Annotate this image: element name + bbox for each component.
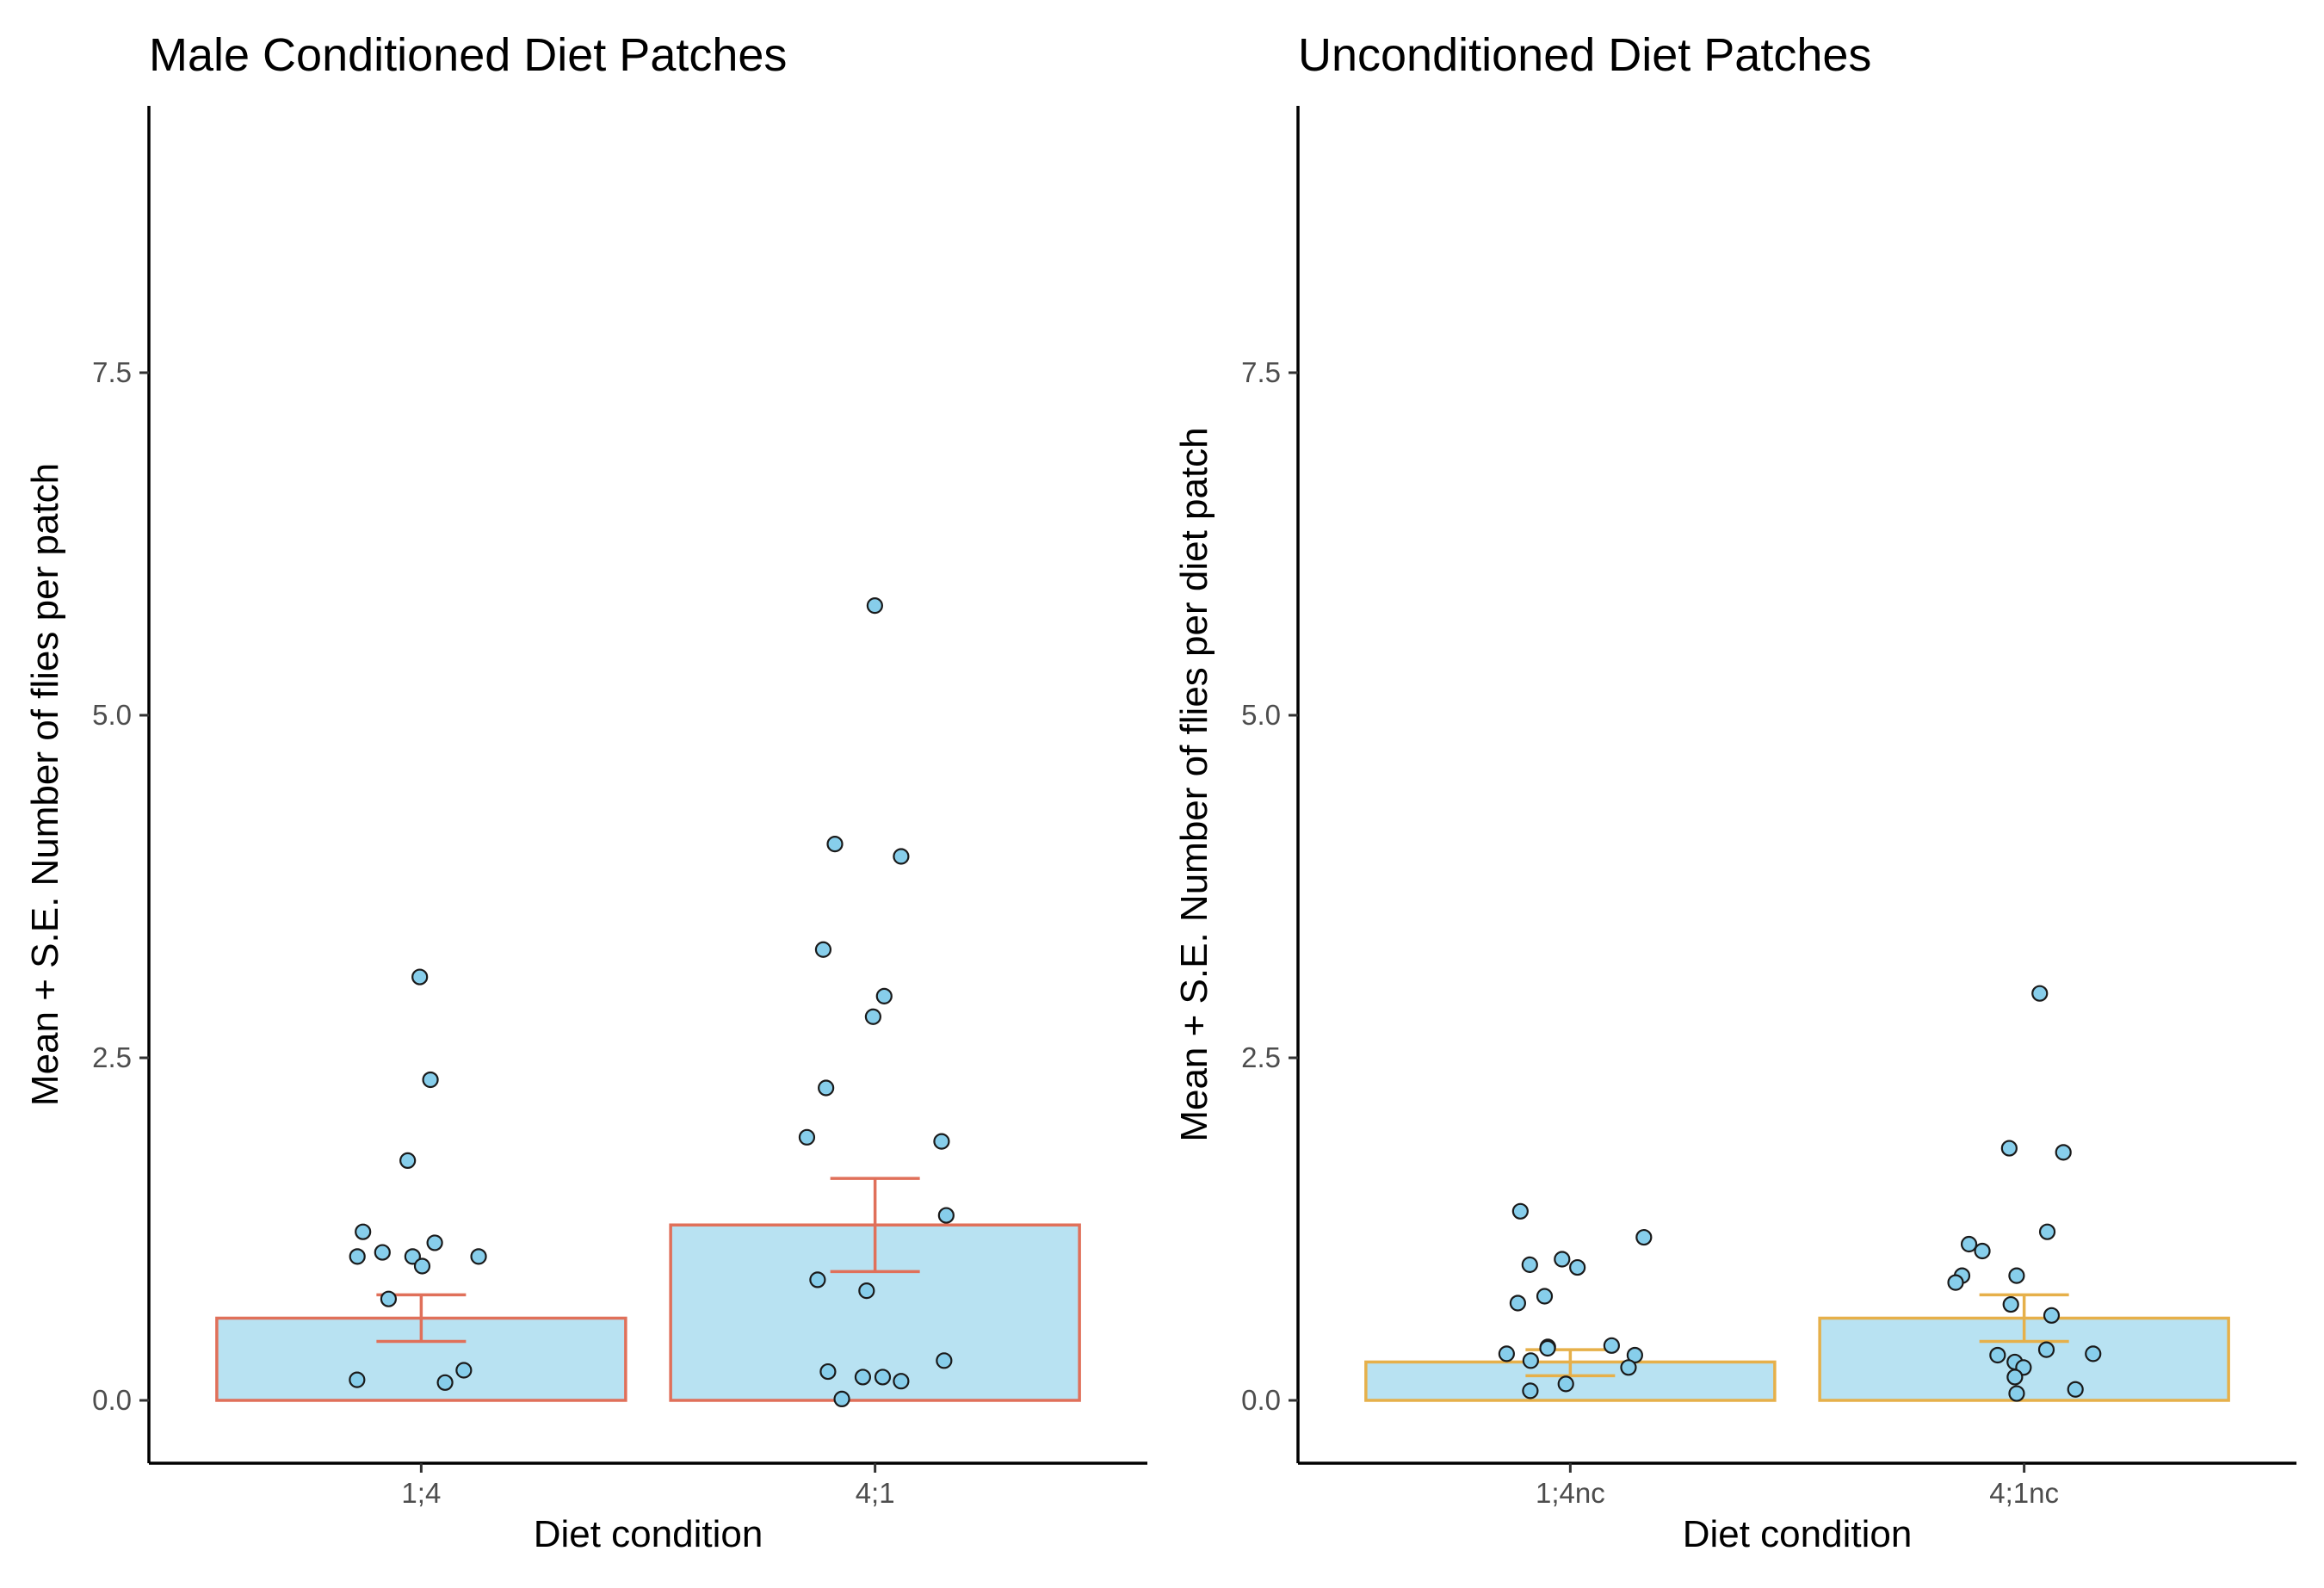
x-tick-label: 1;4nc bbox=[1536, 1477, 1605, 1509]
data-point bbox=[854, 1369, 872, 1386]
x-axis-label: Diet condition bbox=[1683, 1513, 1913, 1555]
panel-unconditioned: Unconditioned Diet Patches Mean + S.E. N… bbox=[1173, 29, 2296, 1555]
data-point bbox=[1522, 1352, 1539, 1369]
data-point bbox=[1960, 1235, 1978, 1253]
data-point bbox=[819, 1362, 837, 1381]
data-point bbox=[2008, 1385, 2025, 1402]
data-point bbox=[2008, 1267, 2025, 1284]
data-point bbox=[455, 1362, 473, 1379]
data-point bbox=[411, 968, 429, 986]
data-point bbox=[1522, 1382, 1539, 1400]
data-point bbox=[2002, 1295, 2019, 1313]
data-point bbox=[875, 987, 893, 1004]
data-point bbox=[2055, 1144, 2072, 1161]
x-tick-label: 4;1 bbox=[856, 1477, 895, 1509]
data-point bbox=[2037, 1341, 2055, 1358]
data-point bbox=[1554, 1251, 1571, 1268]
data-point bbox=[422, 1071, 439, 1089]
data-point bbox=[833, 1390, 850, 1408]
data-point bbox=[1947, 1274, 1964, 1291]
data-point bbox=[1989, 1346, 2006, 1364]
data-point bbox=[864, 1008, 881, 1025]
data-point bbox=[436, 1374, 454, 1391]
data-point bbox=[814, 941, 832, 958]
data-point bbox=[826, 836, 844, 853]
y-tick-label: 2.5 bbox=[1241, 1041, 1281, 1073]
y-tick-label: 7.5 bbox=[1241, 356, 1281, 388]
data-point bbox=[1521, 1256, 1538, 1273]
data-point bbox=[874, 1369, 892, 1386]
y-tick-label: 5.0 bbox=[1241, 699, 1281, 731]
data-point bbox=[937, 1207, 955, 1224]
data-point bbox=[1539, 1339, 1556, 1357]
data-point bbox=[858, 1282, 875, 1300]
y-tick-label: 5.0 bbox=[92, 699, 132, 731]
data-point bbox=[1974, 1242, 1991, 1260]
panel-title: Unconditioned Diet Patches bbox=[1298, 29, 1871, 81]
data-point bbox=[1498, 1345, 1515, 1362]
data-point bbox=[1603, 1337, 1620, 1354]
data-point bbox=[404, 1248, 421, 1265]
data-point bbox=[1536, 1288, 1554, 1305]
data-point bbox=[374, 1244, 391, 1261]
x-tick-label: 1;4 bbox=[401, 1477, 441, 1509]
data-point bbox=[1511, 1202, 1529, 1220]
data-point bbox=[2067, 1381, 2084, 1398]
y-axis-label: Mean + S.E. Number of flies per diet pat… bbox=[1173, 427, 1215, 1141]
panel-male-conditioned: Male Conditioned Diet Patches Mean + S.E… bbox=[24, 29, 1147, 1555]
data-point bbox=[380, 1290, 398, 1307]
data-point bbox=[413, 1257, 431, 1275]
data-point bbox=[2006, 1369, 2024, 1386]
data-point bbox=[349, 1371, 366, 1388]
data-point bbox=[1569, 1258, 1586, 1276]
y-axis-label: Mean + S.E. Number of flies per patch bbox=[24, 463, 66, 1106]
data-point bbox=[355, 1223, 372, 1240]
data-point bbox=[1620, 1359, 1637, 1376]
data-point bbox=[1509, 1294, 1526, 1312]
y-tick-label: 7.5 bbox=[92, 356, 132, 388]
data-point bbox=[349, 1248, 366, 1265]
data-point bbox=[2000, 1140, 2018, 1157]
data-point bbox=[2031, 985, 2049, 1002]
x-axis-label: Diet condition bbox=[534, 1513, 763, 1555]
data-point bbox=[470, 1248, 487, 1265]
y-tick-label: 0.0 bbox=[1241, 1384, 1281, 1416]
data-point bbox=[399, 1152, 417, 1170]
data-point bbox=[2085, 1345, 2102, 1362]
data-point bbox=[893, 848, 910, 865]
y-tick-label: 2.5 bbox=[92, 1041, 132, 1073]
data-point bbox=[933, 1133, 950, 1150]
data-point bbox=[2043, 1307, 2061, 1324]
data-point bbox=[1635, 1228, 1653, 1246]
data-point bbox=[893, 1373, 910, 1390]
data-point bbox=[866, 597, 883, 615]
y-tick-label: 0.0 bbox=[92, 1384, 132, 1416]
data-point bbox=[809, 1271, 826, 1288]
data-point bbox=[798, 1128, 816, 1146]
panel-title: Male Conditioned Diet Patches bbox=[149, 29, 787, 81]
data-point bbox=[818, 1079, 835, 1097]
data-point bbox=[936, 1352, 953, 1369]
data-point bbox=[2038, 1223, 2056, 1240]
x-tick-label: 4;1nc bbox=[1989, 1477, 2059, 1509]
data-point bbox=[426, 1234, 443, 1251]
data-point bbox=[1557, 1375, 1574, 1393]
